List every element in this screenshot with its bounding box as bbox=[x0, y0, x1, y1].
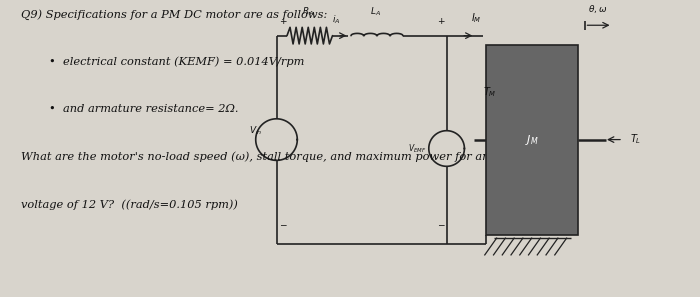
Bar bbox=[486, 45, 578, 235]
Text: $J_M$: $J_M$ bbox=[525, 132, 539, 147]
Text: $-$: $-$ bbox=[437, 219, 445, 228]
Text: $I_M$: $I_M$ bbox=[471, 11, 482, 25]
Text: $R_A$: $R_A$ bbox=[302, 6, 314, 18]
Text: Q9) Specifications for a PM DC motor are as follows:: Q9) Specifications for a PM DC motor are… bbox=[21, 9, 328, 20]
Text: What are the motor's no-load speed (ω), stall torque, and maximum power for an a: What are the motor's no-load speed (ω), … bbox=[21, 151, 536, 162]
Text: $V_{in}$: $V_{in}$ bbox=[248, 125, 262, 137]
Text: $L_A$: $L_A$ bbox=[370, 6, 381, 18]
Text: •  electrical constant (KEMF) = 0.014V/rpm: • electrical constant (KEMF) = 0.014V/rp… bbox=[49, 56, 304, 67]
Text: $i_A$: $i_A$ bbox=[332, 13, 340, 26]
Text: $T_M$: $T_M$ bbox=[483, 85, 497, 99]
Text: $\theta, \omega$: $\theta, \omega$ bbox=[588, 3, 608, 15]
Text: voltage of 12 V?  ((rad/s=0.105 rpm)): voltage of 12 V? ((rad/s=0.105 rpm)) bbox=[21, 199, 238, 210]
Text: $+$: $+$ bbox=[437, 16, 445, 26]
Text: •  and armature resistance= 2Ω.: • and armature resistance= 2Ω. bbox=[49, 104, 239, 114]
Text: $+$: $+$ bbox=[279, 16, 288, 26]
Text: $T_L$: $T_L$ bbox=[630, 133, 641, 146]
Text: $-$: $-$ bbox=[279, 219, 288, 228]
Text: $V_{EMF}$: $V_{EMF}$ bbox=[408, 143, 426, 155]
